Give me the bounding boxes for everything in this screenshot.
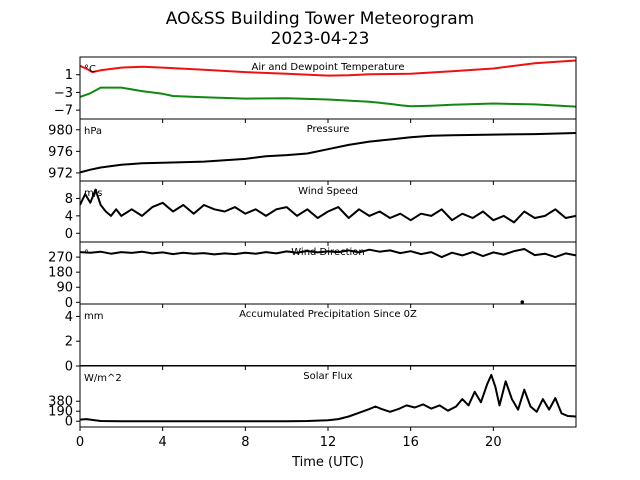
x-axis-label: Time (UTC) [291,455,364,470]
series-line-3-0 [80,248,576,259]
panel-1: 980 976 972 Pressure hPa [48,118,577,185]
x-tick-label-1: 4 [159,435,167,450]
y-tick-label-0-0: 1 [65,68,73,83]
panel-title-2: Wind Speed [298,186,358,197]
series-line-5-0 [80,373,576,423]
y-tick-label-2-0: 8 [65,192,73,207]
panel-unit-2: m/s [84,188,102,199]
panel-title-5: Solar Flux [303,371,353,382]
y-tick-label-4-1: 2 [65,335,73,350]
series-line-1-0 [80,132,576,174]
x-tick-label-2: 8 [241,435,249,450]
panel-title-1: Pressure [307,124,350,135]
x-tick-label-0: 0 [76,435,84,450]
y-tick-label-2-2: 0 [65,227,73,242]
panel-plot-area-5 [80,373,576,423]
y-tick-label-4-2: 0 [65,360,73,375]
chart-title: AO&SS Building Tower Meteorogram [166,9,474,29]
x-tick-label-3: 12 [320,435,337,450]
panel-unit-1: hPa [84,126,102,137]
y-tick-label-3-1: 180 [48,266,73,281]
y-tick-label-1-1: 976 [48,145,73,160]
x-axis: 0 4 8 12 16 20 [76,435,502,450]
panel-plot-area-3 [80,248,576,304]
panel-plot-area-0 [80,59,576,108]
y-tick-label-2-1: 4 [65,209,73,224]
x-tick-label-4: 16 [402,435,419,450]
panel-plot-area-1 [80,132,576,174]
y-tick-label-0-2: −7 [54,104,73,119]
y-tick-label-4-0: 4 [65,310,73,325]
panel-2: 8 4 0 Wind Speed m/s [65,180,577,246]
y-tick-label-5-1: 190 [48,405,73,420]
x-tick-label-5: 20 [485,435,502,450]
y-tick-label-0-1: −3 [54,86,73,101]
panel-unit-0: °C [84,64,96,75]
panel-title-3: Wind Direction [291,247,365,258]
panel-unit-4: mm [84,311,103,322]
chart-subtitle: 2023-04-23 [271,29,370,49]
panel-unit-3: ° [84,249,89,260]
series-line-0-1 [80,86,576,108]
data-point-3-0 [520,300,525,304]
y-tick-label-3-0: 270 [48,251,73,266]
series-line-0-0 [80,59,576,77]
panel-title-0: Air and Dewpoint Temperature [252,62,405,73]
panel-0: 1 −3 −7 Air and Dewpoint Temperature °C [54,56,577,123]
y-tick-label-5-0: 380 [48,395,73,410]
panel-unit-5: W/m^2 [84,373,122,384]
panel-plot-area-2 [80,188,576,224]
y-tick-label-3-3: 0 [65,296,73,311]
panel-4: 4 2 0 Accumulated Precipitation Since 0Z mm [65,303,577,375]
panels-group: 1 −3 −7 Air and Dewpoint Temperature °C 980 97… [48,56,577,431]
y-tick-label-1-0: 980 [48,123,73,138]
series-line-2-0 [80,188,576,224]
y-tick-label-3-2: 90 [56,281,73,296]
y-tick-label-1-2: 972 [48,166,73,181]
panel-title-4: Accumulated Precipitation Since 0Z [239,309,417,320]
y-tick-label-5-2: 0 [65,415,73,430]
